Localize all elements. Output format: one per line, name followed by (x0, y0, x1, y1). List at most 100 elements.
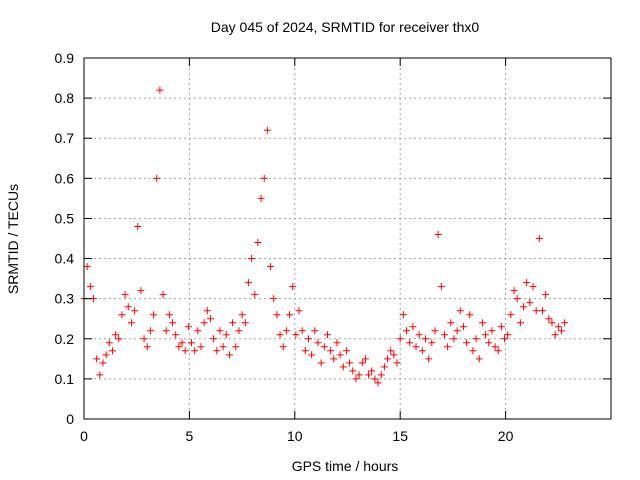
data-point (412, 343, 420, 351)
data-point (286, 311, 294, 319)
data-point (153, 174, 161, 182)
data-point (406, 339, 414, 347)
data-point (219, 343, 227, 351)
y-tick-label: 0.9 (55, 50, 75, 66)
data-point (425, 355, 433, 363)
data-point (320, 343, 328, 351)
data-point (434, 230, 442, 238)
data-point (273, 311, 281, 319)
data-point (523, 279, 531, 287)
data-point (267, 263, 275, 271)
data-point (365, 371, 373, 379)
data-point (504, 331, 512, 339)
data-point (444, 343, 452, 351)
data-point (491, 343, 499, 351)
data-point (488, 327, 496, 335)
data-points (80, 86, 569, 387)
y-tick-label: 0.6 (55, 170, 75, 186)
data-point (181, 347, 189, 355)
data-point (472, 335, 480, 343)
data-point (146, 327, 154, 335)
data-point (238, 311, 246, 319)
data-point (513, 295, 521, 303)
data-point (301, 347, 309, 355)
data-point (358, 359, 366, 367)
data-point (507, 311, 515, 319)
data-point (156, 86, 164, 94)
data-point (330, 355, 338, 363)
data-point (96, 371, 104, 379)
data-point (175, 343, 183, 351)
data-point (459, 323, 467, 331)
data-point (112, 331, 120, 339)
data-point (210, 335, 218, 343)
data-point (447, 319, 455, 327)
data-point (305, 335, 313, 343)
data-point (248, 255, 256, 263)
data-point (200, 319, 208, 327)
data-point (393, 359, 401, 367)
grid-lines (84, 58, 611, 419)
data-point (409, 323, 417, 331)
data-point (244, 279, 252, 287)
data-point (532, 307, 540, 315)
data-point (295, 307, 303, 315)
data-point (450, 335, 458, 343)
data-point (327, 347, 335, 355)
data-point (134, 222, 142, 230)
data-point (526, 299, 534, 307)
data-point (251, 291, 259, 299)
data-point (384, 355, 392, 363)
data-point (390, 351, 398, 359)
data-point (317, 359, 325, 367)
data-point (485, 339, 493, 347)
y-axis-title: SRMTID / TECUs (5, 184, 21, 294)
data-point (93, 355, 101, 363)
data-point (510, 287, 518, 295)
data-point (403, 327, 411, 335)
data-point (131, 307, 139, 315)
data-point (374, 379, 382, 387)
y-tick-label: 0.8 (55, 90, 75, 106)
y-tick-label: 0.1 (55, 371, 75, 387)
data-point (368, 367, 376, 375)
data-point (150, 311, 158, 319)
data-point (143, 343, 151, 351)
data-point (361, 355, 369, 363)
data-point (188, 339, 196, 347)
data-point (263, 126, 271, 134)
y-tick-label: 0.3 (55, 291, 75, 307)
data-point (437, 283, 445, 291)
x-tick-label: 5 (186, 428, 194, 444)
data-point (257, 194, 265, 202)
data-point (178, 339, 186, 347)
data-point (399, 311, 407, 319)
data-point (387, 347, 395, 355)
data-point (371, 375, 379, 383)
data-point (355, 371, 363, 379)
data-point (456, 307, 464, 315)
data-point (206, 315, 214, 323)
data-point (333, 339, 341, 347)
data-point (478, 319, 486, 327)
data-point (254, 239, 262, 247)
data-point (169, 319, 177, 327)
data-point (377, 371, 385, 379)
axis-ticks: 0 0.1 0.2 0.3 0.4 0.5 0.6 0.7 0.8 0.9 0 5 10 15 20 (55, 50, 611, 444)
data-point (260, 174, 268, 182)
y-tick-label: 0.2 (55, 331, 75, 347)
data-point (162, 327, 170, 335)
y-tick-label: 0.7 (55, 130, 75, 146)
data-point (314, 339, 322, 347)
data-point (102, 351, 110, 359)
data-point (292, 331, 300, 339)
data-point (516, 319, 524, 327)
data-point (165, 311, 173, 319)
data-point (203, 307, 211, 315)
data-point (428, 339, 436, 347)
data-point (463, 339, 471, 347)
data-point (105, 339, 113, 347)
data-point (159, 291, 167, 299)
data-point (184, 323, 192, 331)
